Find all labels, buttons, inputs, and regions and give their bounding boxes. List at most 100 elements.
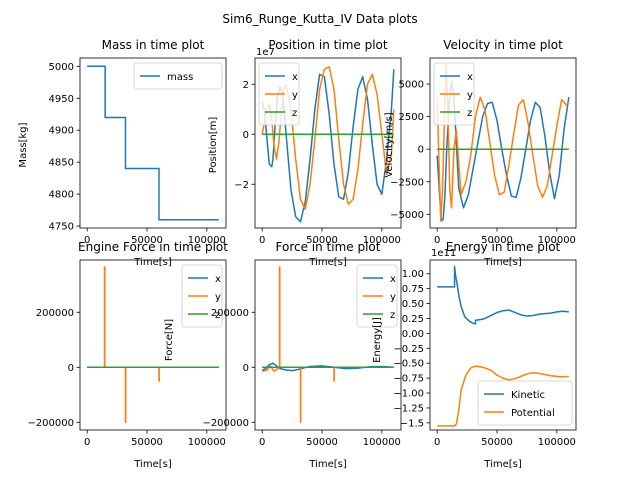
energy-xtick-label: 100000	[538, 437, 576, 448]
energy-ytick-label: −1.00	[393, 389, 424, 400]
velocity-legend-label: z	[467, 108, 472, 119]
position-plot: Position in time plot 1e7 Time[s] Positi…	[208, 38, 402, 268]
mass-plot-xlabel: Time[s]	[133, 257, 172, 268]
energy-legend-box	[477, 380, 573, 426]
position-xtick-label: 50000	[306, 235, 338, 246]
engine-force-ytick-label: −200000	[27, 418, 74, 429]
mass-legend: mass	[133, 62, 223, 90]
engine-force-legend: xyz	[181, 264, 223, 328]
position-plot-ylabel: Position[m]	[208, 117, 219, 174]
energy-ytick-label: 1.00	[402, 269, 424, 280]
force-plot-ylabel: Force[N]	[164, 319, 175, 361]
mass-ytick-label: 4950	[49, 94, 74, 105]
energy-ytick-label: 0.50	[402, 299, 424, 310]
position-ytick-label: 0	[243, 130, 249, 141]
energy-plot-xlabel: Time[s]	[483, 459, 522, 470]
force-legend-label: z	[390, 310, 395, 321]
position-plot-title: Position in time plot	[268, 38, 388, 52]
position-legend: xyz	[258, 62, 300, 126]
mass-series-mass	[87, 65, 219, 221]
energy-plot-ylabel: Energy[J]	[372, 317, 383, 363]
energy-ytick-label: −0.75	[393, 374, 424, 385]
engine-force-xtick-label: 50000	[131, 437, 163, 448]
force-xtick-label: 100000	[363, 437, 401, 448]
velocity-ytick-label: 0	[418, 145, 424, 156]
velocity-legend-label: x	[467, 72, 473, 83]
mass-ytick-label: 4900	[49, 126, 74, 137]
mass-xtick-label: 0	[84, 235, 90, 246]
energy-ytick-label: −1.5	[400, 418, 424, 429]
mass-ytick-label: 5000	[49, 62, 74, 73]
engine-force-plot: Engine Force in time plot Time[s] 0 50000…	[27, 240, 228, 470]
engine-force-series-group	[87, 266, 219, 424]
force-legend-label: x	[390, 274, 396, 285]
velocity-plot-title: Velocity in time plot	[443, 38, 563, 52]
position-axes-frame	[254, 57, 402, 229]
engine-force-ytick-label: 200000	[36, 308, 74, 319]
energy-series-potential	[437, 365, 569, 427]
force-series-group	[261, 266, 394, 424]
position-plot-offset: 1e7	[256, 47, 275, 58]
mass-plot-title: Mass in time plot	[102, 38, 205, 52]
position-series-group	[261, 66, 395, 223]
position-ytick-label: 2	[243, 80, 249, 91]
mass-legend-box	[133, 62, 223, 90]
energy-legend-label: Potential	[511, 408, 555, 419]
velocity-ytick-label: −2500	[390, 177, 424, 188]
force-xtick-label: 50000	[306, 437, 338, 448]
mass-axes-frame	[79, 57, 227, 229]
velocity-xtick-label: 0	[434, 235, 440, 246]
engine-force-legend-label: x	[215, 274, 221, 285]
mass-series-group	[87, 65, 219, 221]
position-ytick-label: −2	[234, 180, 249, 191]
force-plot-title: Force in time plot	[276, 240, 381, 254]
force-plot-xlabel: Time[s]	[308, 459, 347, 470]
engine-force-axes-frame	[79, 259, 227, 431]
velocity-xtick-label: 50000	[481, 235, 513, 246]
mass-ytick-label: 4850	[49, 158, 74, 169]
engine-force-legend-label: y	[215, 292, 221, 303]
energy-xtick-label: 0	[434, 437, 440, 448]
mass-ytick-label: 4800	[49, 190, 74, 201]
energy-axes-frame	[429, 259, 577, 431]
velocity-plot: Velocity in time plot Time[s] Velocity[m…	[384, 38, 577, 268]
energy-xtick-label: 50000	[481, 437, 513, 448]
position-legend-label: x	[292, 72, 298, 83]
velocity-ytick-label: −5000	[390, 210, 424, 221]
energy-ytick-label: −1.25	[393, 403, 424, 414]
force-legend-label: y	[390, 292, 396, 303]
force-xtick-label: 0	[259, 437, 265, 448]
force-axes-frame	[254, 259, 402, 431]
force-ytick-label: 0	[243, 363, 249, 374]
energy-legend-label: Kinetic	[511, 390, 545, 401]
mass-xtick-label: 50000	[131, 235, 163, 246]
force-series-y	[261, 266, 394, 424]
velocity-ytick-label: 2500	[399, 112, 424, 123]
velocity-plot-ylabel: Velocity[m/s]	[384, 112, 395, 177]
engine-force-legend-label: z	[215, 310, 220, 321]
figure-title: Sim6_Runge_Kutta_IV Data plots	[222, 12, 417, 26]
energy-plot-offset: 1e11	[431, 248, 456, 259]
force-legend: xyz	[356, 264, 398, 328]
force-ytick-label: 200000	[211, 308, 249, 319]
engine-force-series-y	[87, 266, 219, 424]
position-legend-label: z	[292, 108, 297, 119]
velocity-legend: xyz	[433, 62, 475, 126]
mass-legend-label: mass	[167, 72, 193, 83]
energy-ytick-label: 0.00	[402, 329, 424, 340]
mass-plot-ylabel: Mass[kg]	[18, 122, 29, 167]
engine-force-plot-title: Engine Force in time plot	[78, 240, 228, 254]
energy-series-group	[437, 265, 569, 427]
velocity-ytick-label: 5000	[399, 80, 424, 91]
force-ytick-label: −200000	[202, 418, 249, 429]
position-plot-xlabel: Time[s]	[308, 257, 347, 268]
velocity-axes-frame	[429, 57, 577, 229]
velocity-legend-label: y	[467, 90, 473, 101]
velocity-xtick-label: 100000	[538, 235, 576, 246]
force-plot: Force in time plot Time[s] Force[N] 0 500…	[164, 240, 402, 470]
engine-force-xtick-label: 100000	[188, 437, 226, 448]
energy-ytick-label: 0.75	[402, 284, 424, 295]
position-series-y	[261, 66, 395, 210]
energy-plot-title: Energy in time plot	[446, 240, 561, 254]
